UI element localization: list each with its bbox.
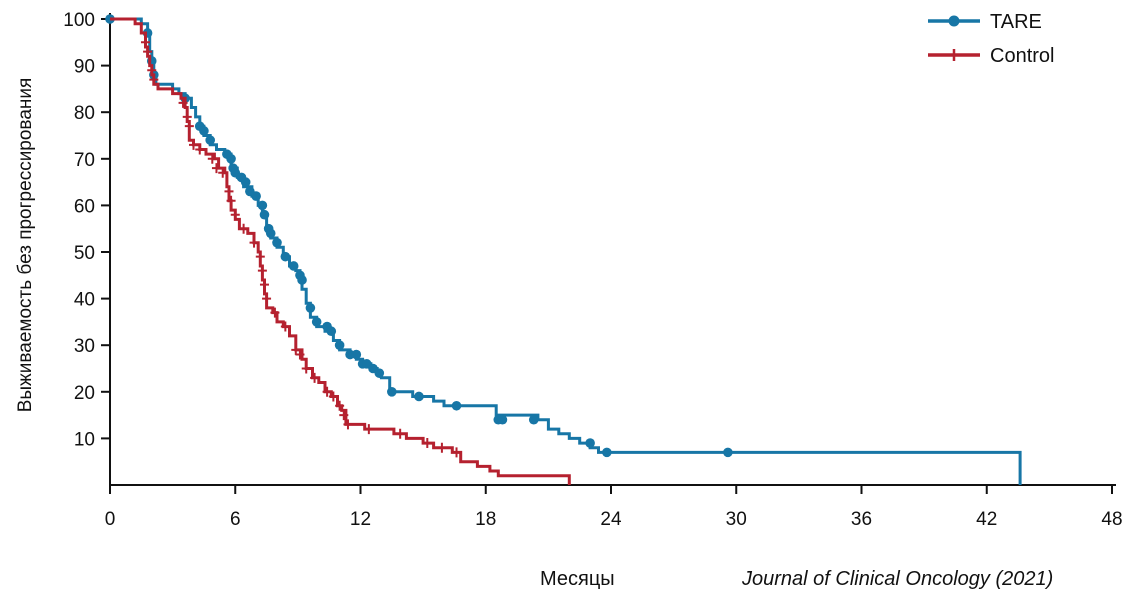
censor-marker: [270, 307, 280, 318]
censor-marker: [343, 419, 353, 430]
censor-marker: [224, 186, 234, 197]
x-tick-label: 6: [230, 509, 241, 530]
censor-marker: [585, 438, 595, 448]
y-axis-label: Выживаемость без прогрессирования: [15, 78, 36, 413]
censor-marker: [339, 410, 349, 421]
series-layer: [105, 14, 1022, 485]
censor-marker: [226, 154, 236, 164]
legend-label: TARE: [990, 11, 1042, 33]
censor-marker: [149, 74, 159, 85]
x-tick-label: 36: [851, 509, 872, 530]
censor-marker: [257, 200, 268, 211]
series-tare: [105, 14, 1022, 485]
censor-marker: [602, 447, 612, 458]
censor-marker: [305, 303, 316, 313]
censor-marker: [205, 135, 215, 145]
censor-marker: [218, 167, 228, 178]
survival-curve-tare: [110, 17, 1022, 485]
censor-marker: [259, 279, 269, 290]
censor-marker: [272, 237, 282, 248]
censor-marker: [249, 237, 259, 248]
censor-marker: [437, 442, 447, 453]
y-tick-label: 40: [74, 290, 95, 311]
censor-marker: [226, 195, 236, 206]
censor-marker: [301, 363, 311, 374]
axes: 0 6 12 18 24 30 36 42 48 10 20 30 40 50 60 70 80 90 100: [63, 10, 1122, 530]
censor-marker: [147, 65, 157, 76]
censor-marker: [334, 340, 345, 351]
censor-marker: [199, 126, 209, 136]
censor-marker: [280, 251, 291, 262]
censor-marker: [230, 209, 240, 220]
censor-marker: [280, 321, 290, 332]
y-tick-label: 60: [74, 196, 95, 217]
censor-marker: [422, 438, 432, 449]
legend-item-control: Control: [928, 45, 1054, 67]
censor-marker: [178, 97, 188, 108]
censor-marker: [310, 372, 320, 383]
censor-marker: [452, 447, 462, 458]
censor-marker: [364, 424, 374, 435]
censor-marker: [295, 349, 305, 360]
censor-marker: [311, 317, 322, 327]
censor-marker: [288, 261, 299, 271]
censor-marker: [723, 447, 733, 458]
censor-marker: [265, 228, 276, 239]
citation: Journal of Clinical Oncology (2021): [742, 568, 1054, 590]
censor-marker: [143, 46, 153, 57]
x-tick-label: 24: [600, 509, 622, 530]
censor-marker: [239, 223, 249, 234]
legend-marker: [948, 15, 960, 27]
x-tick-label: 0: [105, 509, 116, 530]
y-tick-label: 20: [74, 383, 95, 404]
x-tick-label: 30: [726, 509, 747, 530]
y-tick-label: 70: [74, 150, 95, 171]
censor-marker: [189, 139, 198, 150]
censor-marker: [207, 153, 217, 164]
censor-marker: [257, 265, 267, 276]
censor-marker: [262, 293, 272, 304]
legend-label: Control: [990, 45, 1054, 67]
censor-marker: [297, 275, 307, 285]
legend-marker: [949, 49, 959, 61]
y-tick-label: 30: [74, 336, 95, 357]
x-tick-label: 18: [475, 509, 496, 530]
censor-marker: [351, 349, 362, 360]
censor-marker: [395, 428, 405, 439]
x-tick-label: 48: [1101, 509, 1122, 530]
censor-marker: [240, 177, 251, 187]
x-axis-label: Месяцы: [540, 568, 615, 590]
censor-marker: [528, 414, 539, 425]
censor-marker: [251, 191, 261, 201]
censor-marker: [291, 344, 301, 355]
legend: TARE Control: [928, 11, 1054, 67]
censor-marker: [184, 121, 194, 132]
censor-marker: [328, 391, 338, 402]
censor-marker: [326, 326, 337, 337]
censor-marker: [255, 251, 265, 262]
y-tick-label: 90: [74, 57, 95, 78]
series-control: [110, 17, 571, 485]
censor-marker: [182, 111, 192, 122]
censor-marker: [322, 386, 332, 397]
censor-marker: [451, 400, 462, 411]
censor-marker: [259, 209, 270, 220]
censor-marker: [140, 37, 150, 48]
censor-marker: [195, 144, 205, 155]
censor-marker: [414, 391, 424, 402]
x-tick-label: 42: [976, 509, 997, 530]
y-tick-label: 80: [74, 103, 95, 124]
censor-marker: [211, 163, 221, 174]
y-tick-label: 10: [74, 429, 95, 450]
x-tick-label: 12: [350, 509, 371, 530]
y-tick-label: 100: [63, 10, 95, 31]
censor-marker: [335, 400, 345, 411]
censor-marker: [497, 414, 508, 425]
censor-marker: [374, 368, 385, 378]
y-tick-label: 50: [74, 243, 95, 264]
legend-item-tare: TARE: [928, 11, 1042, 33]
survival-curve-control: [110, 17, 571, 485]
censor-marker: [387, 387, 397, 397]
